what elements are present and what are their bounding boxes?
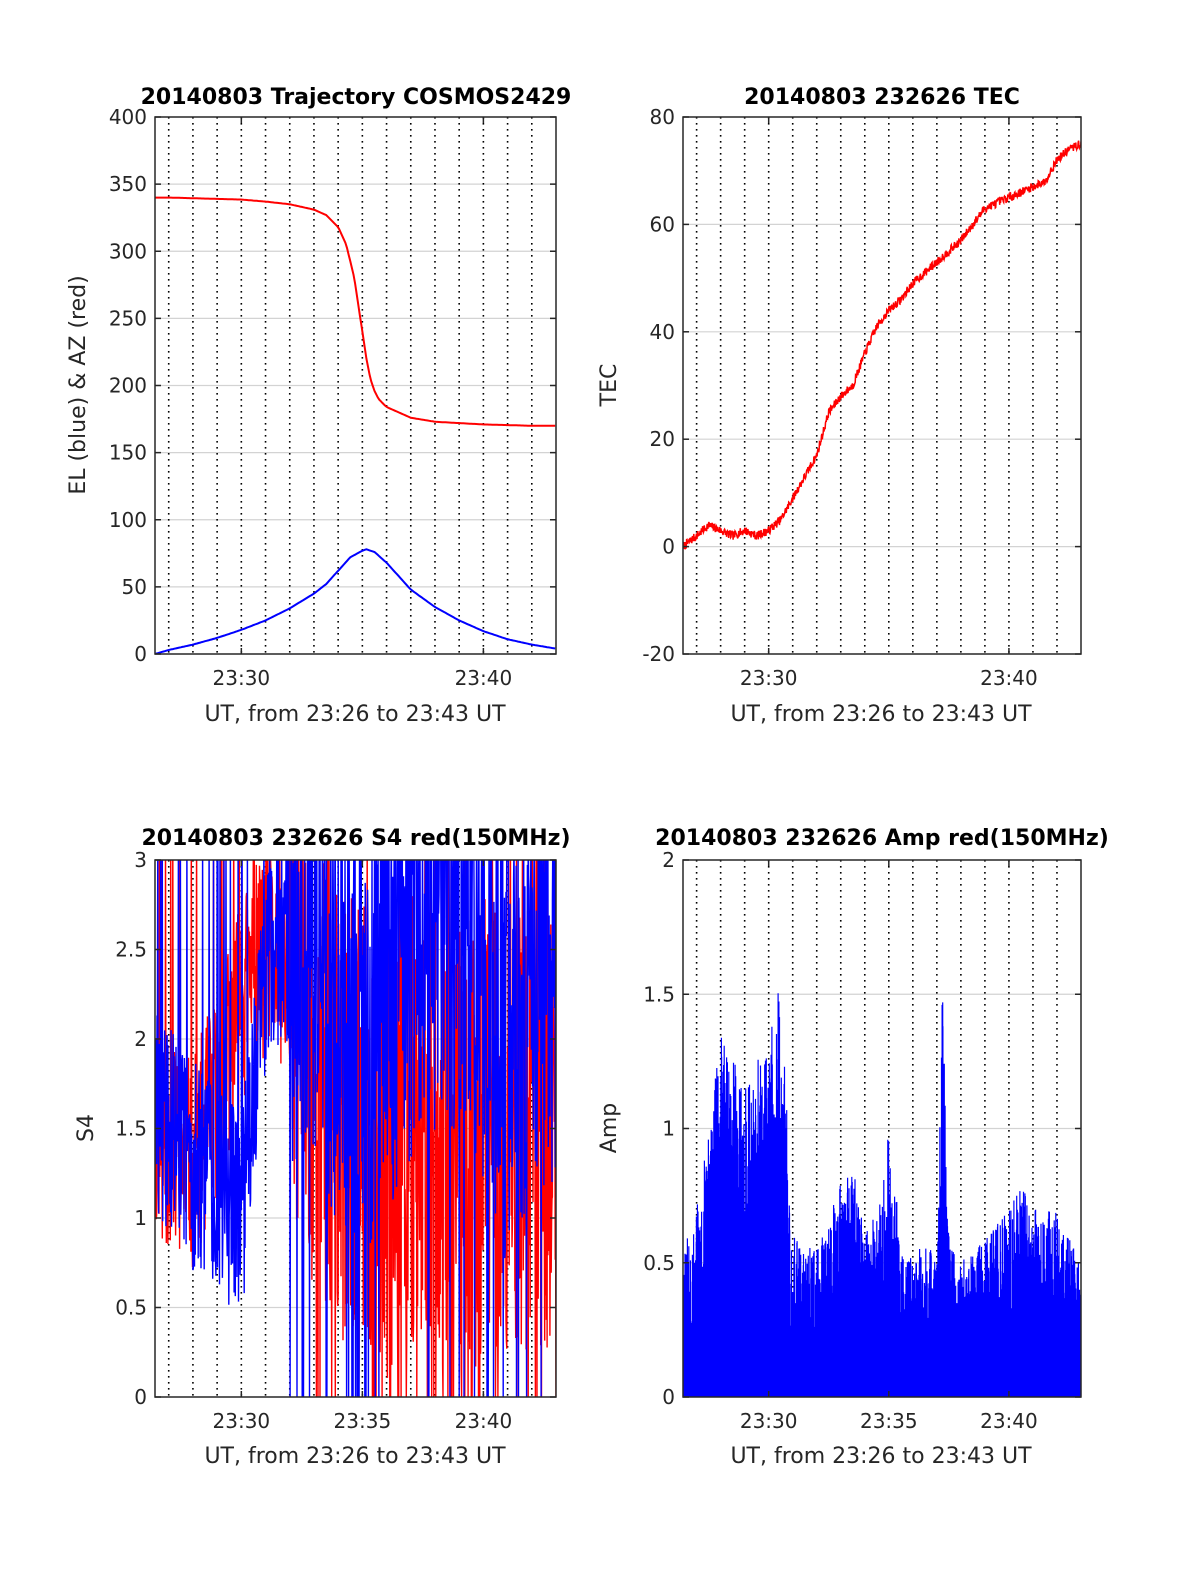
y-tick-label: 2 bbox=[134, 1027, 147, 1051]
x-tick-label: 23:40 bbox=[980, 1409, 1038, 1433]
x-tick-label: 23:40 bbox=[980, 666, 1038, 690]
y-tick-label: -20 bbox=[642, 642, 675, 666]
x-tick-label: 23:40 bbox=[455, 1409, 513, 1433]
y-tick-label: 60 bbox=[650, 212, 675, 236]
trajectory-chart: 20140803 Trajectory COSMOS2429 UT, from … bbox=[66, 85, 571, 727]
y-tick-label: 0 bbox=[134, 642, 147, 666]
x-tick-label: 23:30 bbox=[740, 666, 798, 690]
y-tick-label: 20 bbox=[650, 427, 675, 451]
x-tick-label: 23:35 bbox=[860, 1409, 918, 1433]
x-tick-label: 23:40 bbox=[455, 666, 513, 690]
y-tick-label: 0 bbox=[662, 1385, 675, 1409]
tec-series-red bbox=[683, 140, 1081, 550]
amp-xlabel: UT, from 23:26 to 23:43 UT bbox=[730, 1444, 1032, 1469]
y-tick-label: 0.5 bbox=[115, 1296, 147, 1320]
s4-ylabel: S4 bbox=[74, 1114, 99, 1142]
trajectory-series-blue bbox=[155, 548, 556, 654]
trajectory-series-red bbox=[155, 196, 556, 427]
trajectory-xlabel: UT, from 23:26 to 23:43 UT bbox=[204, 702, 506, 727]
tec-xlabel: UT, from 23:26 to 23:43 UT bbox=[730, 702, 1032, 727]
y-tick-label: 200 bbox=[109, 374, 147, 398]
y-tick-label: 150 bbox=[109, 441, 147, 465]
amp-title: 20140803 232626 Amp red(150MHz) bbox=[655, 826, 1109, 851]
s4-chart: 20140803 232626 S4 red(150MHz) UT, from … bbox=[74, 826, 571, 1469]
y-tick-label: 1 bbox=[134, 1206, 147, 1230]
tec-chart: 20140803 232626 TEC UT, from 23:26 to 23… bbox=[597, 85, 1082, 727]
y-tick-label: 80 bbox=[650, 105, 675, 129]
tec-title: 20140803 232626 TEC bbox=[744, 85, 1020, 110]
y-tick-label: 250 bbox=[109, 306, 147, 330]
y-tick-label: 1.5 bbox=[643, 982, 675, 1006]
y-tick-label: 3 bbox=[134, 848, 147, 872]
s4-xlabel: UT, from 23:26 to 23:43 UT bbox=[204, 1444, 506, 1469]
amp-chart: 20140803 232626 Amp red(150MHz) UT, from… bbox=[597, 826, 1109, 1469]
x-tick-label: 23:35 bbox=[334, 1409, 392, 1433]
x-tick-label: 23:30 bbox=[740, 1409, 798, 1433]
y-tick-label: 0 bbox=[662, 535, 675, 559]
tec-ylabel: TEC bbox=[597, 364, 622, 408]
y-tick-label: 2.5 bbox=[115, 938, 147, 962]
s4-title: 20140803 232626 S4 red(150MHz) bbox=[141, 826, 570, 851]
y-tick-label: 0.5 bbox=[643, 1251, 675, 1275]
y-tick-label: 100 bbox=[109, 508, 147, 532]
y-tick-label: 2 bbox=[662, 848, 675, 872]
trajectory-ylabel: EL (blue) & AZ (red) bbox=[66, 275, 91, 494]
y-tick-label: 350 bbox=[109, 172, 147, 196]
amp-series-blue bbox=[683, 993, 1081, 1397]
x-tick-label: 23:30 bbox=[213, 1409, 271, 1433]
y-tick-label: 1.5 bbox=[115, 1117, 147, 1141]
y-tick-label: 50 bbox=[122, 575, 147, 599]
y-tick-label: 0 bbox=[134, 1385, 147, 1409]
y-tick-label: 1 bbox=[662, 1117, 675, 1141]
trajectory-title: 20140803 Trajectory COSMOS2429 bbox=[141, 85, 572, 110]
s4-series-blue bbox=[155, 860, 556, 1397]
y-tick-label: 300 bbox=[109, 239, 147, 263]
axes-frame bbox=[682, 116, 1082, 655]
y-tick-label: 400 bbox=[109, 105, 147, 129]
y-tick-label: 40 bbox=[650, 320, 675, 344]
x-tick-label: 23:30 bbox=[213, 666, 271, 690]
amp-ylabel: Amp bbox=[597, 1103, 622, 1153]
